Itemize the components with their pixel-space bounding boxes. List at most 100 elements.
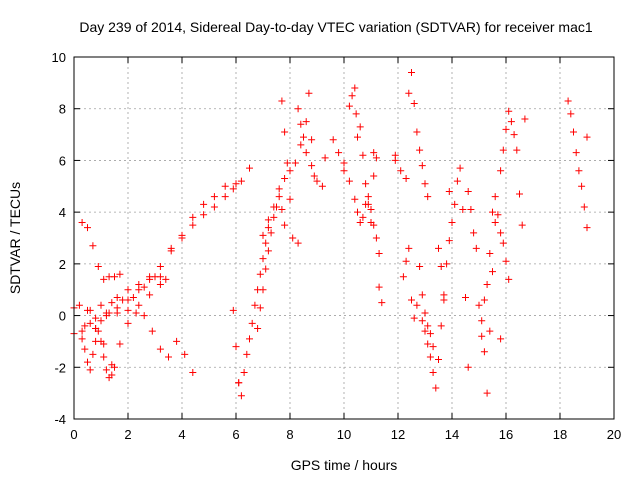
data-points — [70, 69, 591, 400]
data-point — [119, 296, 127, 304]
data-point — [291, 159, 299, 167]
chart-title: Day 239 of 2014, Sidereal Day-to-day VTE… — [79, 19, 592, 35]
data-point — [518, 221, 526, 229]
data-point — [286, 195, 294, 203]
data-point — [335, 149, 343, 157]
data-point — [456, 164, 464, 172]
data-point — [424, 322, 432, 330]
data-point — [240, 368, 248, 376]
data-point — [156, 281, 164, 289]
data-point — [89, 350, 97, 358]
data-point — [429, 368, 437, 376]
data-point — [246, 335, 253, 343]
data-point — [372, 154, 380, 162]
data-point — [167, 244, 175, 252]
data-point — [507, 118, 515, 126]
data-point — [472, 244, 480, 252]
data-point — [264, 247, 272, 255]
data-point — [86, 366, 94, 374]
data-point — [424, 340, 432, 348]
data-point — [359, 151, 367, 159]
data-point — [416, 146, 424, 154]
data-point — [478, 317, 486, 325]
data-point — [359, 213, 367, 221]
data-point — [354, 208, 361, 216]
data-point — [513, 146, 521, 154]
data-point — [418, 317, 426, 325]
data-point — [424, 193, 432, 201]
data-point — [570, 128, 577, 136]
data-point — [140, 312, 148, 320]
series-4 — [78, 327, 118, 382]
series-2 — [78, 218, 124, 283]
data-point — [281, 175, 289, 183]
data-point — [437, 262, 445, 270]
data-point — [256, 270, 264, 278]
data-point — [94, 262, 102, 270]
data-point — [210, 193, 218, 201]
data-point — [75, 301, 83, 309]
data-point — [340, 159, 348, 167]
data-point — [354, 133, 361, 141]
data-point — [405, 244, 413, 252]
data-point — [489, 208, 496, 216]
data-point — [243, 350, 251, 358]
x-axis-label: GPS time / hours — [291, 457, 398, 473]
data-point — [229, 185, 237, 193]
data-point — [408, 69, 415, 77]
series-14 — [418, 296, 448, 392]
data-point — [583, 133, 591, 141]
data-point — [435, 356, 442, 364]
data-point — [351, 84, 359, 92]
data-point — [151, 273, 159, 281]
data-point — [421, 309, 429, 317]
data-point — [135, 281, 143, 289]
series-3 — [75, 301, 197, 376]
data-point — [140, 283, 148, 291]
data-point — [84, 224, 91, 232]
data-point — [421, 180, 429, 188]
data-point — [391, 151, 399, 159]
data-point — [352, 110, 360, 118]
data-point — [364, 193, 372, 201]
data-point — [321, 154, 329, 162]
y-ticks: -4 -2 0 2 4 6 8 10 — [52, 50, 614, 427]
data-point — [432, 384, 440, 392]
data-point — [278, 97, 286, 105]
data-point — [84, 358, 91, 366]
x-tick-label: 6 — [232, 427, 239, 442]
data-point — [440, 291, 448, 299]
series-6 — [229, 224, 272, 400]
data-point — [475, 301, 483, 309]
data-point — [178, 231, 186, 239]
data-point — [418, 291, 426, 299]
data-point — [165, 353, 172, 361]
data-point — [494, 211, 502, 219]
data-point — [270, 213, 278, 221]
data-point — [491, 193, 499, 201]
data-point — [445, 237, 453, 245]
data-point — [102, 366, 110, 374]
data-point — [81, 322, 89, 330]
data-point — [275, 193, 283, 201]
series-13 — [399, 244, 437, 351]
y-tick-label: 2 — [59, 257, 66, 272]
data-point — [124, 286, 132, 294]
data-point — [572, 149, 580, 157]
x-tick-label: 14 — [445, 427, 459, 442]
data-point — [237, 392, 245, 400]
data-point — [97, 301, 105, 309]
data-point — [437, 322, 445, 330]
y-tick-label: 8 — [59, 102, 66, 117]
data-point — [421, 327, 429, 335]
data-point — [478, 332, 486, 340]
data-point — [516, 190, 523, 198]
data-point — [486, 250, 494, 258]
data-point — [235, 379, 243, 387]
data-point — [443, 260, 451, 268]
data-point — [362, 180, 370, 188]
series-7 — [254, 193, 289, 332]
data-point — [256, 304, 264, 312]
data-point — [521, 115, 529, 123]
data-point — [156, 345, 164, 353]
